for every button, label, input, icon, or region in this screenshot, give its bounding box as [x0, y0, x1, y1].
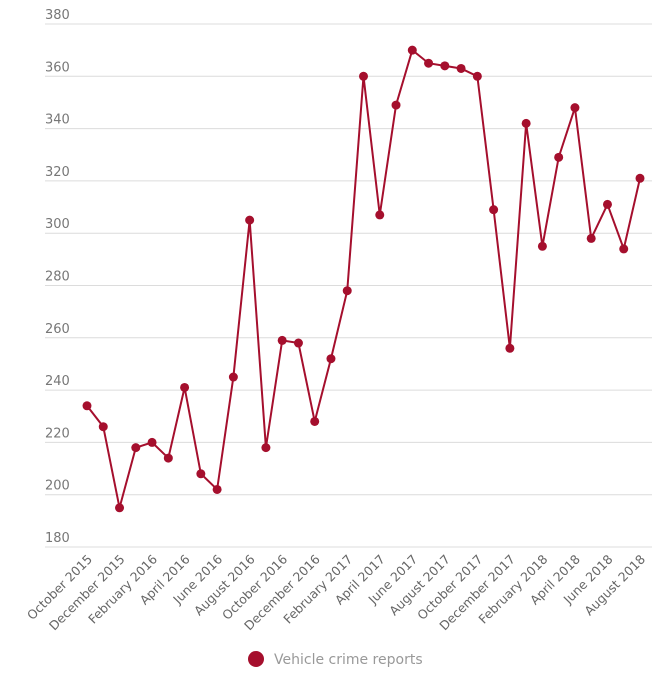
- legend[interactable]: Vehicle crime reports: [248, 651, 423, 668]
- data-point[interactable]: [180, 382, 190, 392]
- series-line: [86, 48, 641, 509]
- data-point[interactable]: [98, 422, 108, 432]
- data-point[interactable]: [245, 215, 255, 225]
- data-point[interactable]: [375, 210, 385, 220]
- data-point[interactable]: [228, 372, 238, 382]
- data-point[interactable]: [440, 61, 450, 71]
- data-point[interactable]: [277, 335, 287, 345]
- data-point[interactable]: [163, 453, 173, 463]
- legend-marker: [248, 651, 264, 667]
- data-point[interactable]: [342, 286, 352, 296]
- data-point[interactable]: [310, 416, 320, 426]
- y-tick-label: 320: [45, 165, 70, 180]
- data-point[interactable]: [293, 338, 303, 348]
- y-tick-label: 340: [45, 113, 70, 128]
- y-tick-label: 200: [45, 479, 70, 494]
- y-tick-label: 220: [45, 426, 70, 441]
- data-point[interactable]: [82, 401, 92, 411]
- y-tick-label: 180: [45, 531, 70, 546]
- data-point[interactable]: [456, 63, 466, 73]
- data-point[interactable]: [424, 58, 434, 68]
- data-point[interactable]: [602, 199, 612, 209]
- data-point[interactable]: [359, 71, 368, 81]
- data-point[interactable]: [521, 118, 531, 128]
- legend-label: Vehicle crime reports: [274, 652, 423, 668]
- data-point[interactable]: [261, 443, 271, 453]
- y-tick-label: 280: [45, 270, 70, 285]
- data-point[interactable]: [505, 343, 515, 353]
- data-point[interactable]: [212, 484, 222, 494]
- data-point[interactable]: [326, 354, 336, 364]
- data-point[interactable]: [586, 233, 596, 243]
- data-point[interactable]: [635, 173, 645, 183]
- data-point[interactable]: [115, 503, 125, 513]
- data-point[interactable]: [196, 469, 206, 479]
- y-tick-label: 260: [45, 322, 70, 337]
- data-point[interactable]: [147, 437, 157, 447]
- data-point[interactable]: [131, 443, 141, 453]
- data-point[interactable]: [391, 100, 401, 110]
- data-point[interactable]: [570, 103, 580, 113]
- data-point[interactable]: [554, 152, 564, 162]
- data-point[interactable]: [537, 241, 547, 251]
- y-tick-label: 300: [45, 217, 70, 232]
- y-tick-label: 380: [45, 8, 70, 23]
- data-point[interactable]: [619, 244, 629, 254]
- data-point[interactable]: [407, 45, 417, 55]
- y-tick-label: 240: [45, 374, 70, 389]
- y-tick-label: 360: [45, 60, 70, 75]
- data-point[interactable]: [489, 205, 499, 215]
- data-point[interactable]: [472, 71, 482, 81]
